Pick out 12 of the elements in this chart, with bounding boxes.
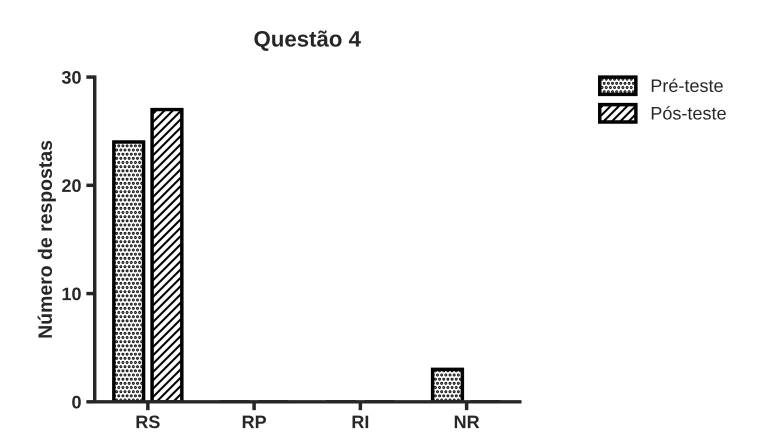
y-axis-title: Número de respostas (38, 140, 56, 338)
x-tick-label: RP (242, 416, 266, 428)
chart-title: Questão 4 (254, 30, 361, 51)
y-tick-label: 20 (62, 179, 81, 192)
y-tick-label: 10 (62, 288, 81, 300)
legend-label: Pré-teste (652, 78, 723, 92)
x-tick-label: NR (454, 416, 480, 428)
x-tick-label: RI (352, 416, 368, 428)
x-tick-label: RS (136, 415, 160, 428)
y-tick-label: 30 (62, 71, 81, 84)
y-tick-label: 0 (72, 396, 81, 409)
legend-label: Pós-teste (652, 106, 726, 120)
